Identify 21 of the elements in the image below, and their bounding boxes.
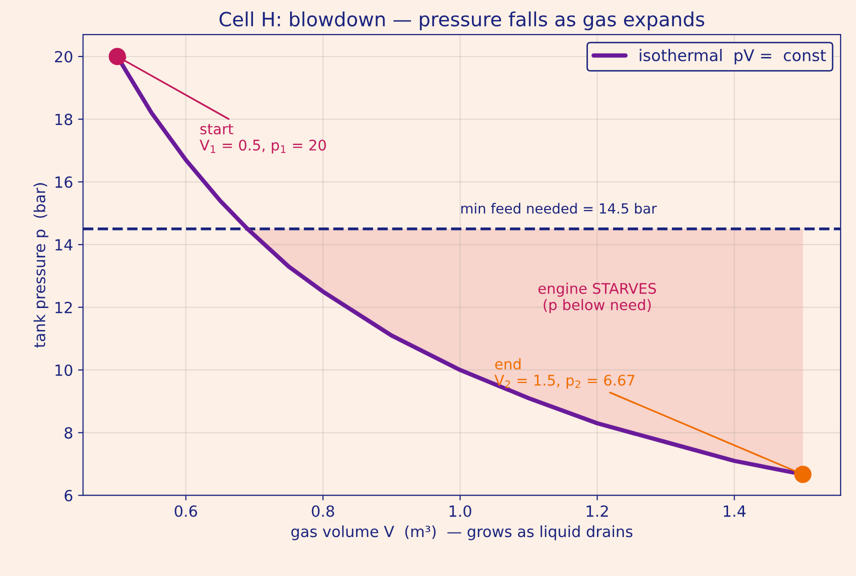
ref-line-label: min feed needed = 14.5 bar bbox=[461, 202, 657, 214]
y-tick-label: 20 bbox=[54, 50, 72, 63]
y-tick-label: 10 bbox=[56, 364, 72, 376]
legend-label: isothermal pV = const bbox=[640, 48, 826, 64]
y-tick-label: 12 bbox=[56, 302, 72, 314]
x-tick-label: 0.8 bbox=[312, 505, 334, 517]
y-tick-label: 18 bbox=[56, 114, 72, 126]
annotation: end V$_{2}$ = 1.5, p$_{2}$ = 6.67 bbox=[494, 358, 634, 389]
x-tick-label: 1.2 bbox=[586, 505, 608, 517]
x-axis-title: gas volume V (m³) — grows as liquid drains bbox=[291, 525, 632, 540]
x-tick-label: 0.6 bbox=[174, 505, 198, 517]
x-tick-label: 1.4 bbox=[724, 506, 746, 517]
y-tick-label: 6 bbox=[64, 490, 72, 502]
annotation: start V$_{1}$ = 0.5, p$_{1}$ = 20 bbox=[200, 124, 326, 154]
chart-title: Cell H: blowdown — pressure falls as gas expands bbox=[220, 11, 704, 30]
y-tick-label: 8 bbox=[64, 427, 72, 439]
y-tick-label: 14 bbox=[56, 239, 72, 250]
annotation: engine STARVES (p below need) bbox=[538, 282, 656, 314]
y-axis-title: tank pressure p (bar) bbox=[34, 183, 48, 348]
x-tick-label: 1.0 bbox=[450, 505, 472, 517]
y-tick-label: 16 bbox=[56, 176, 72, 188]
